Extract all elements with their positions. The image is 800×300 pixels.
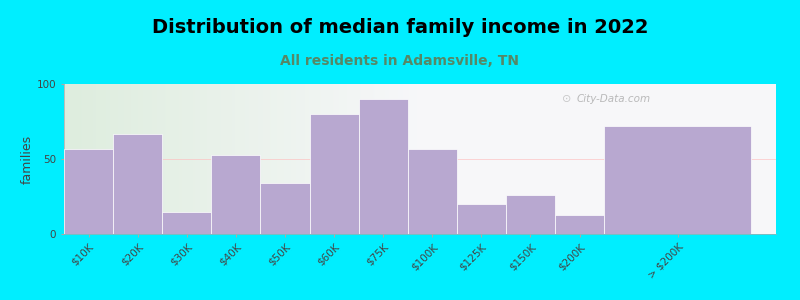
Bar xyxy=(358,99,408,234)
Bar xyxy=(64,148,113,234)
Bar xyxy=(113,134,162,234)
Bar xyxy=(457,204,506,234)
Text: All residents in Adamsville, TN: All residents in Adamsville, TN xyxy=(281,54,519,68)
Bar xyxy=(162,212,211,234)
Bar xyxy=(211,154,261,234)
Text: City-Data.com: City-Data.com xyxy=(577,94,650,104)
Text: ⊙: ⊙ xyxy=(562,94,572,104)
Text: Distribution of median family income in 2022: Distribution of median family income in … xyxy=(152,18,648,37)
Bar xyxy=(261,183,310,234)
Bar xyxy=(604,126,751,234)
Bar xyxy=(555,214,604,234)
Bar xyxy=(506,195,555,234)
Bar xyxy=(408,148,457,234)
Y-axis label: families: families xyxy=(21,134,34,184)
Bar xyxy=(310,114,358,234)
